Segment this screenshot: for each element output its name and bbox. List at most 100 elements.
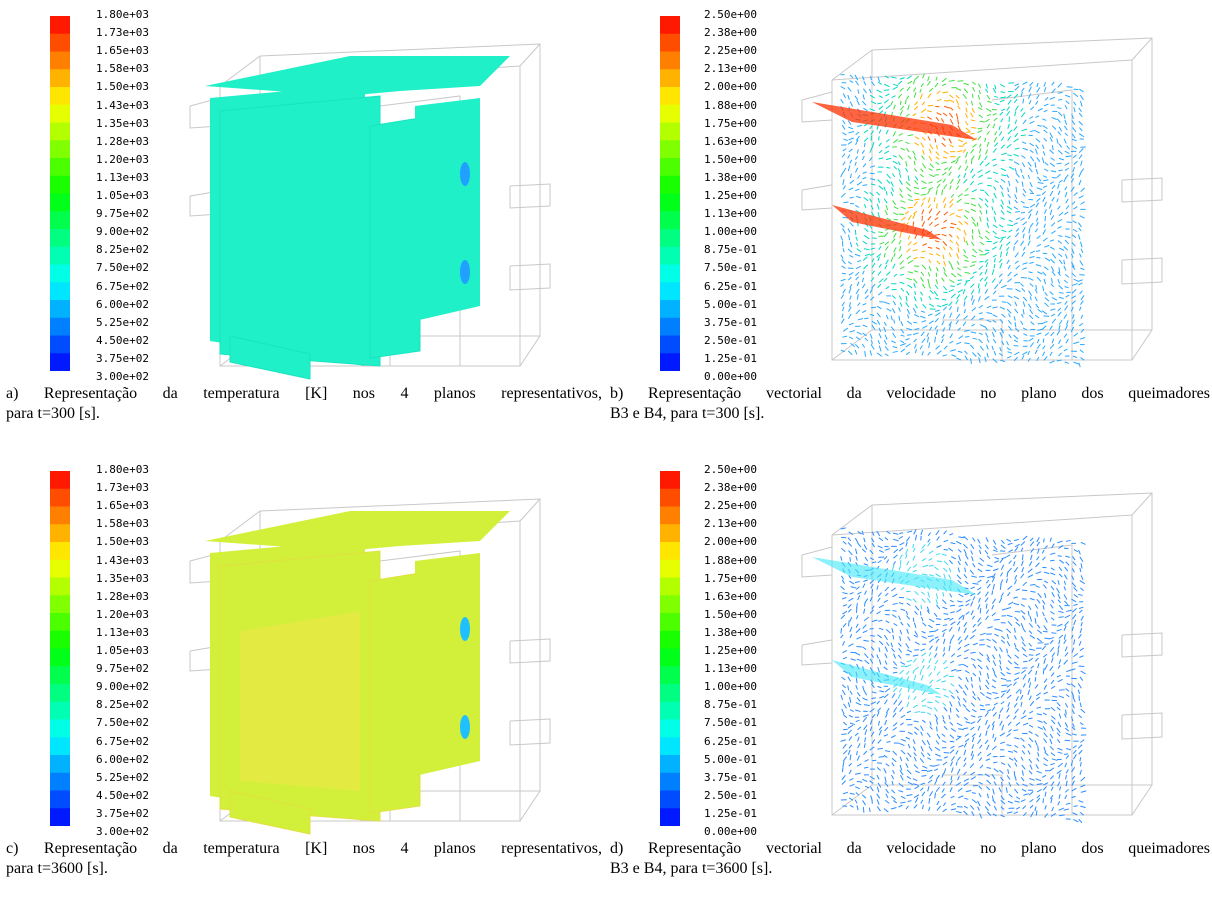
velocity-vector [855,131,860,136]
velocity-vector [992,639,997,644]
velocity-vector [1006,607,1012,610]
velocity-vector [1027,93,1032,99]
velocity-vector [870,75,872,81]
velocity-vector [876,352,883,357]
velocity-vector [841,265,846,269]
velocity-vector [993,761,998,764]
velocity-vector [928,746,933,752]
velocity-vector [1064,104,1068,110]
velocity-vector [1028,271,1033,274]
velocity-vector [1058,169,1063,172]
velocity-vector [878,345,882,352]
velocity-vector [970,119,976,122]
velocity-vector [956,696,961,701]
enclosure-wireframe-edge [801,184,833,211]
enclosure-wireframe-edge [519,498,541,522]
velocity-vector [862,630,868,634]
colorbar-band [660,264,680,283]
velocity-vector [1006,301,1012,306]
velocity-vector [1063,333,1068,338]
velocity-vector [842,749,848,755]
velocity-vector [1064,300,1068,305]
velocity-vector [970,289,975,295]
velocity-vector [1037,752,1040,757]
velocity-vector [978,792,982,798]
velocity-vector [986,555,991,560]
velocity-vector [863,264,869,270]
velocity-vector [849,329,856,333]
velocity-vector [1049,291,1054,296]
velocity-vector [855,772,861,775]
velocity-vector [948,567,952,573]
velocity-vector [914,105,919,111]
velocity-vector [998,258,1003,263]
velocity-vector [842,288,846,294]
velocity-vector [1000,204,1004,210]
velocity-vector [998,787,1002,793]
velocity-vector [979,210,983,215]
velocity-vector [935,345,940,350]
velocity-vector [1015,806,1021,810]
velocity-vector [978,235,983,240]
velocity-vector [1020,200,1025,204]
velocity-vector [949,94,954,99]
velocity-vector [899,554,903,560]
velocity-vector [921,221,926,227]
velocity-vector [906,255,911,260]
velocity-vector [884,776,887,783]
velocity-vector [1021,615,1026,621]
velocity-vector [1006,733,1011,737]
velocity-vector [1007,271,1012,277]
velocity-vector [885,793,889,799]
velocity-vector [847,228,851,233]
velocity-vector [913,564,918,568]
velocity-vector [913,756,917,762]
enclosure-wireframe-edge [509,718,551,746]
velocity-vector [855,309,861,315]
velocity-vector [986,752,992,757]
velocity-vector [994,180,999,183]
velocity-vector [899,232,902,239]
velocity-vector [979,345,984,351]
velocity-vector [1080,575,1084,581]
velocity-vector [1006,811,1013,814]
velocity-vector [992,314,998,318]
velocity-vector [1036,713,1043,716]
velocity-vector [964,738,970,743]
velocity-vector [985,615,989,621]
velocity-vector [1007,542,1013,546]
velocity-vector [1078,800,1084,803]
velocity-vector [1066,748,1072,751]
velocity-vector [957,209,963,211]
velocity-vector [1049,190,1054,197]
velocity-vector [1064,150,1070,155]
velocity-vector [1022,119,1027,125]
colorbar-tick-label: 1.73e+03 [96,481,149,495]
velocity-vector [871,324,876,330]
velocity-vector [956,768,961,775]
velocity-vector [1008,219,1013,223]
velocity-vector [914,101,919,106]
colorbar-band [50,193,70,212]
velocity-vector [907,241,912,246]
velocity-vector [985,332,989,338]
velocity-vector [883,232,889,238]
velocity-vector [1034,657,1039,662]
velocity-vector [935,312,941,317]
velocity-vector [993,350,997,356]
velocity-vector [884,548,891,551]
velocity-vector [900,334,905,337]
velocity-vector [905,610,909,616]
colorbar-band [660,471,680,490]
velocity-vector [920,752,925,758]
velocity-vector [1064,621,1069,627]
velocity-vector [1043,179,1049,182]
velocity-vector [862,697,868,701]
colorbar-band [50,577,70,596]
velocity-vector [986,645,991,648]
velocity-vector [1014,762,1018,767]
velocity-vector [877,545,883,549]
velocity-vector [1013,737,1020,740]
colorbar-tick-labels: 1.80e+03 1.73e+03 1.65e+03 1.58e+03 1.50e+03… [96,9,226,383]
velocity-vector [1005,667,1010,671]
